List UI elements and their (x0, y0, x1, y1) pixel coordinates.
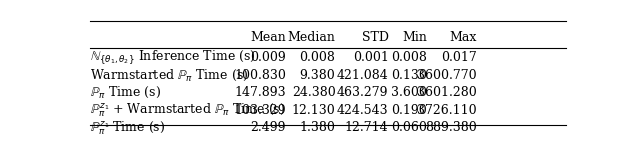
Text: Mean: Mean (250, 31, 286, 44)
Text: 0.190: 0.190 (392, 104, 428, 117)
Text: 421.084: 421.084 (337, 69, 388, 82)
Text: 0.130: 0.130 (391, 69, 428, 82)
Text: 3600.770: 3600.770 (417, 69, 477, 82)
Text: 0.001: 0.001 (353, 51, 388, 64)
Text: $\mathbb{P}_\pi$ Time (s): $\mathbb{P}_\pi$ Time (s) (90, 85, 161, 100)
Text: 100.830: 100.830 (234, 69, 286, 82)
Text: Median: Median (287, 31, 335, 44)
Text: 0.017: 0.017 (441, 51, 477, 64)
Text: 9.380: 9.380 (300, 69, 335, 82)
Text: Warmstarted $\mathbb{P}_\pi$ Time (s): Warmstarted $\mathbb{P}_\pi$ Time (s) (90, 68, 248, 83)
Text: $\mathbb{P}_\pi^{z_1}$ Time (s): $\mathbb{P}_\pi^{z_1}$ Time (s) (90, 119, 165, 137)
Text: 3.600: 3.600 (391, 86, 428, 99)
Text: Max: Max (449, 31, 477, 44)
Text: 24.380: 24.380 (292, 86, 335, 99)
Text: 889.380: 889.380 (425, 121, 477, 134)
Text: 2.499: 2.499 (250, 121, 286, 134)
Text: 3726.110: 3726.110 (417, 104, 477, 117)
Text: STD: STD (362, 31, 388, 44)
Text: 0.008: 0.008 (391, 51, 428, 64)
Text: 424.543: 424.543 (337, 104, 388, 117)
Text: 12.130: 12.130 (292, 104, 335, 117)
Text: $\mathbb{N}_{\{\theta_1,\theta_2\}}$ Inference Time (s): $\mathbb{N}_{\{\theta_1,\theta_2\}}$ Inf… (90, 49, 255, 67)
Text: 147.893: 147.893 (234, 86, 286, 99)
Text: 0.009: 0.009 (250, 51, 286, 64)
Text: 0.008: 0.008 (300, 51, 335, 64)
Text: 12.714: 12.714 (345, 121, 388, 134)
Text: 1.380: 1.380 (300, 121, 335, 134)
Text: 3601.280: 3601.280 (417, 86, 477, 99)
Text: 0.060: 0.060 (391, 121, 428, 134)
Text: 103.329: 103.329 (234, 104, 286, 117)
Text: $\mathbb{P}_\pi^{z_1}$ + Warmstarted $\mathbb{P}_\pi$ Time (s): $\mathbb{P}_\pi^{z_1}$ + Warmstarted $\m… (90, 102, 285, 119)
Text: Min: Min (403, 31, 428, 44)
Text: 463.279: 463.279 (337, 86, 388, 99)
